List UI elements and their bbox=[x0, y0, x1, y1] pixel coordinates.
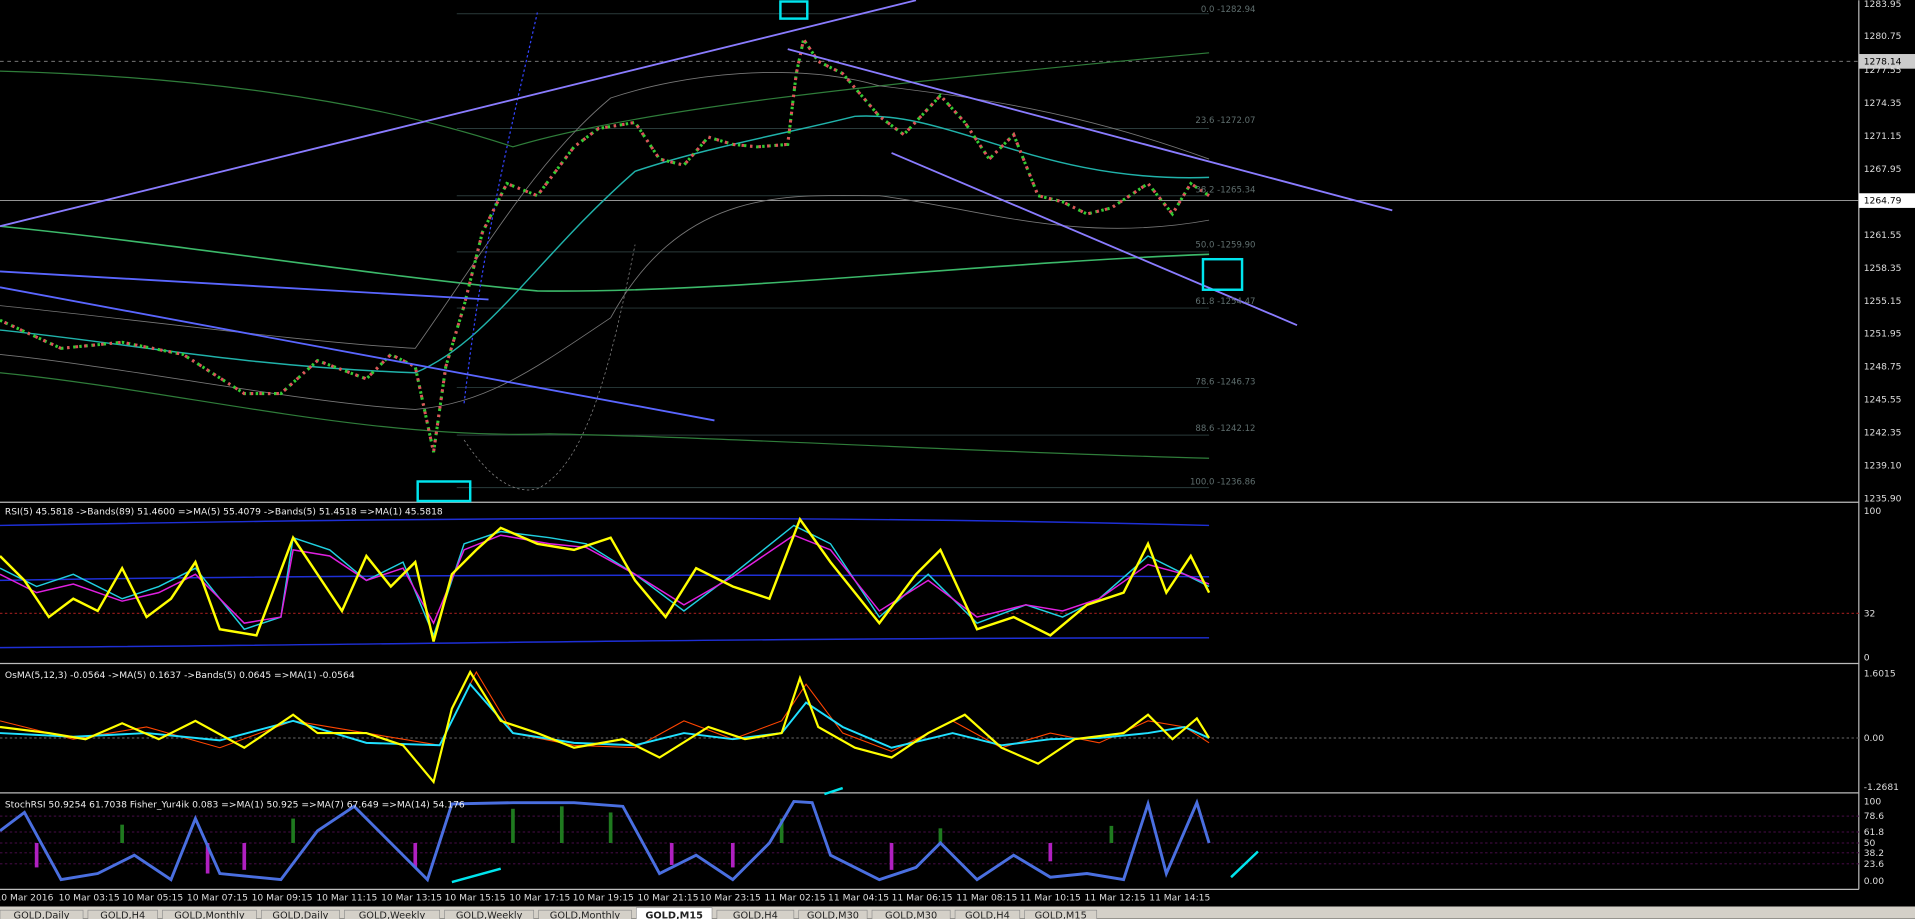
time-axis-label: 11 Mar 14:15 bbox=[1149, 893, 1210, 903]
chart-tab-label[interactable]: GOLD,Monthly bbox=[550, 911, 621, 919]
time-axis-label: 10 Mar 03:15 bbox=[59, 893, 120, 903]
price-axis-label: 1280.75 bbox=[1864, 32, 1902, 42]
price-axis-label: 1271.15 bbox=[1864, 132, 1902, 142]
chart-tab-label[interactable]: GOLD,Daily bbox=[272, 911, 328, 919]
time-axis-label: 10 Mar 09:15 bbox=[252, 893, 313, 903]
time-axis-label: 10 Mar 21:15 bbox=[638, 893, 699, 903]
stoch-indicator-label: StochRSI 50.9254 61.7038 Fisher_Yur4ik 0… bbox=[5, 801, 465, 811]
time-axis-label: 10 Mar 15:15 bbox=[445, 893, 506, 903]
time-axis-label: 10 Mar 17:15 bbox=[509, 893, 570, 903]
stoch-axis-label: 38.2 bbox=[1864, 849, 1884, 859]
price-axis-label: 1274.35 bbox=[1864, 99, 1902, 109]
rsi-axis-label: 100 bbox=[1864, 507, 1882, 517]
time-axis-label: 10 Mar 23:15 bbox=[700, 893, 761, 903]
osma-panel bbox=[0, 669, 1859, 785]
price-axis-label: 1278.14 bbox=[1864, 57, 1902, 67]
chart-tab-label[interactable]: GOLD,Weekly bbox=[456, 911, 523, 919]
chart-tab[interactable] bbox=[162, 909, 257, 919]
chart-tab[interactable] bbox=[1024, 909, 1098, 919]
rsi-axis-label: 32 bbox=[1864, 609, 1876, 619]
rsi-panel bbox=[0, 516, 1859, 649]
price-axis-label: 1235.90 bbox=[1864, 495, 1902, 505]
stoch-panel bbox=[0, 786, 1859, 884]
osma-axis-label: 0.00 bbox=[1864, 734, 1885, 744]
fib-level-label: 23.6 -1272.07 bbox=[1195, 116, 1255, 126]
chart-tab-label[interactable]: GOLD,Daily bbox=[14, 911, 70, 919]
stoch-axis-label: 50 bbox=[1864, 839, 1876, 849]
price-axis-label: 1255.15 bbox=[1864, 297, 1902, 307]
chart-tab[interactable] bbox=[871, 909, 951, 919]
chart-tab[interactable] bbox=[954, 909, 1021, 919]
price-axis-label: 1251.95 bbox=[1864, 330, 1902, 340]
price-axis-label: 1264.79 bbox=[1864, 197, 1902, 207]
osma-indicator-label: OsMA(5,12,3) -0.0564 ->MA(5) 0.1637 ->Ba… bbox=[5, 671, 355, 681]
price-axis-label: 1258.35 bbox=[1864, 264, 1902, 274]
time-axis-label: 11 Mar 04:15 bbox=[828, 893, 889, 903]
chart-tab[interactable] bbox=[538, 909, 632, 919]
price-axis-label: 1283.95 bbox=[1864, 0, 1902, 10]
chart-tab-label[interactable]: GOLD,Weekly bbox=[359, 911, 426, 919]
chart-tab[interactable] bbox=[344, 909, 440, 919]
chart-tab-label[interactable]: GOLD,H4 bbox=[965, 911, 1010, 919]
time-axis-label: 11 Mar 02:15 bbox=[765, 893, 826, 903]
chart-tab[interactable] bbox=[261, 909, 340, 919]
time-axis-label: 10 Mar 19:15 bbox=[573, 893, 634, 903]
price-axis-label: 1261.55 bbox=[1864, 231, 1902, 241]
rsi-indicator-label: RSI(5) 45.5818 ->Bands(89) 51.4600 =>MA(… bbox=[5, 507, 443, 517]
stoch-axis-label: 0.00 bbox=[1864, 877, 1885, 887]
chart-tab-label[interactable]: GOLD,M30 bbox=[885, 911, 937, 919]
time-axis-label: 10 Mar 13:15 bbox=[381, 893, 442, 903]
chart-tab-label[interactable]: GOLD,M15 bbox=[645, 911, 703, 919]
stoch-axis-label: 23.6 bbox=[1864, 860, 1885, 870]
main-chart bbox=[0, 0, 1915, 503]
time-axis-label: 10 Mar 07:15 bbox=[187, 893, 248, 903]
fib-level-label: 88.6 -1242.12 bbox=[1195, 424, 1255, 434]
time-axis-label: 10 Mar 05:15 bbox=[122, 893, 183, 903]
panel-borders bbox=[0, 0, 1860, 891]
chart-tab-label[interactable]: GOLD,M30 bbox=[807, 911, 859, 919]
chart-tab[interactable] bbox=[635, 907, 713, 919]
stoch-axis-label: 61.8 bbox=[1864, 828, 1885, 838]
chart-tab-label[interactable]: GOLD,H4 bbox=[733, 911, 778, 919]
stoch-axis-label: 78.6 bbox=[1864, 812, 1885, 822]
chart-tab-label[interactable]: GOLD,M15 bbox=[1035, 911, 1087, 919]
stoch-axis-label: 100 bbox=[1864, 798, 1882, 808]
fib-level-label: 78.6 -1246.73 bbox=[1195, 377, 1255, 387]
time-axis-label: 11 Mar 08:15 bbox=[956, 893, 1017, 903]
osma-axis-label: 1.6015 bbox=[1864, 669, 1896, 679]
price-axis-label: 1239.10 bbox=[1864, 462, 1902, 472]
price-axis-label: 1277.55 bbox=[1864, 66, 1902, 76]
chart-tab[interactable] bbox=[798, 909, 868, 919]
price-axis-label: 1245.55 bbox=[1864, 396, 1902, 406]
price-axis-label: 1267.95 bbox=[1864, 165, 1902, 175]
fib-level-label: 50.0 -1259.90 bbox=[1195, 241, 1255, 251]
time-axis-label: 11 Mar 12:15 bbox=[1085, 893, 1146, 903]
fib-level-label: 38.2 -1265.34 bbox=[1195, 186, 1255, 196]
chart-tab-label[interactable]: GOLD,Monthly bbox=[174, 911, 245, 919]
price-axis-label: 1242.35 bbox=[1864, 429, 1902, 439]
chart-tab-label[interactable]: GOLD,H4 bbox=[100, 911, 145, 919]
price-axis-label: 1248.75 bbox=[1864, 363, 1902, 373]
chart-tab[interactable] bbox=[87, 909, 158, 919]
time-axis-label: 10 Mar 11:15 bbox=[316, 893, 377, 903]
chart-tab[interactable] bbox=[444, 909, 535, 919]
chart-tab[interactable] bbox=[716, 909, 795, 919]
time-axis-label: 11 Mar 06:15 bbox=[892, 893, 953, 903]
fib-level-label: 100.0 -1236.86 bbox=[1190, 478, 1255, 488]
time-axis-label: 11 Mar 10:15 bbox=[1020, 893, 1081, 903]
osma-axis-label: -1.2681 bbox=[1864, 783, 1899, 793]
time-axis-label: 10 Mar 2016 bbox=[0, 893, 54, 903]
rsi-axis-label: 0 bbox=[1864, 653, 1870, 663]
fib-level-label: 0.0 -1282.94 bbox=[1201, 5, 1256, 15]
chart-tab[interactable] bbox=[0, 909, 84, 919]
fib-level-label: 61.8 -1254.47 bbox=[1195, 297, 1255, 307]
